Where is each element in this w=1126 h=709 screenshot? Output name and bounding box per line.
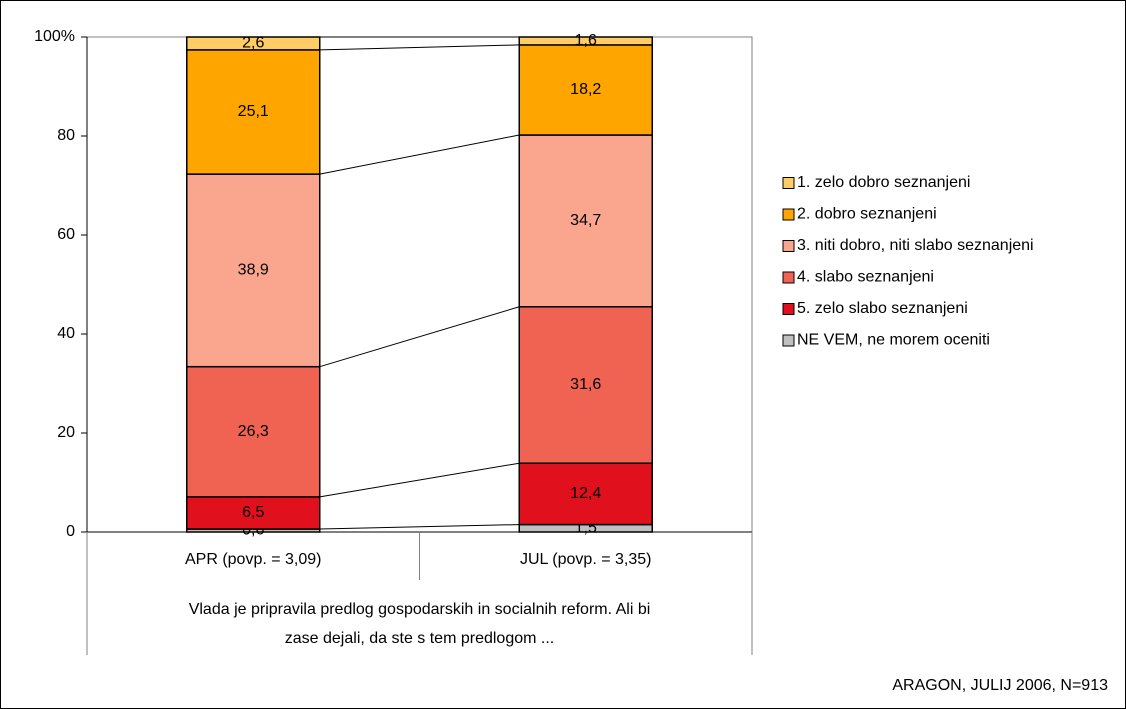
- value-label: 38,9: [238, 262, 269, 279]
- series-line: [319, 462, 520, 498]
- legend-label: NE VEM, ne morem oceniti: [797, 332, 990, 349]
- y-tick-label: 80: [57, 127, 75, 144]
- bar-segment: [518, 134, 653, 308]
- legend-swatch: [782, 208, 795, 221]
- bar-segment: [518, 306, 653, 464]
- legend-swatch: [782, 271, 795, 284]
- bar-segment: [186, 173, 321, 368]
- series-line: [319, 44, 520, 51]
- value-label: 1,6: [575, 32, 597, 49]
- legend-label: 5. zelo slabo seznanjeni: [797, 300, 968, 317]
- x-tick-label: APR (povp. = 3,09): [185, 551, 322, 568]
- y-tick-label: 100%: [34, 28, 75, 45]
- bar-segment: [518, 44, 653, 136]
- value-label: 12,4: [570, 485, 601, 502]
- y-tick-label: 0: [66, 523, 75, 540]
- bar-segment: [186, 365, 321, 498]
- legend-swatch: [782, 334, 795, 347]
- bar-segment: [186, 49, 321, 175]
- value-label: 18,2: [570, 81, 601, 98]
- legend-swatch: [782, 240, 795, 252]
- legend-swatch: [782, 177, 795, 189]
- y-tick-label: 60: [57, 226, 75, 243]
- legend-label: 3. niti dobro, niti slabo seznanjeni: [797, 237, 1034, 254]
- y-tick-label: 40: [57, 325, 75, 342]
- value-label: 25,1: [238, 103, 269, 120]
- bar-segment: [186, 36, 321, 51]
- value-label: 2,6: [242, 35, 264, 52]
- x-axis-label: Vlada je pripravila predlog gospodarskih…: [189, 601, 651, 618]
- legend-swatch: [782, 303, 795, 315]
- series-line: [319, 524, 520, 530]
- source-note: ARAGON, JULIJ 2006, N=913: [892, 677, 1108, 694]
- legend-label: 2. dobro seznanjeni: [797, 206, 937, 223]
- legend-label: 1. zelo dobro seznanjeni: [797, 174, 970, 191]
- x-tick-label: JUL (povp. = 3,35): [520, 551, 651, 568]
- value-label: 26,3: [238, 423, 269, 440]
- series-line: [319, 306, 520, 368]
- value-label: 6,5: [242, 504, 264, 521]
- value-label: 34,7: [570, 212, 601, 229]
- x-axis-label: zase dejali, da ste s tem predlogom ...: [285, 630, 554, 647]
- bar-segment: [186, 496, 321, 530]
- y-tick-label: 20: [57, 424, 75, 441]
- bar-segment: [518, 36, 653, 46]
- value-label: 31,6: [570, 376, 601, 393]
- series-line: [319, 134, 520, 175]
- legend-label: 4. slabo seznanjeni: [797, 269, 934, 286]
